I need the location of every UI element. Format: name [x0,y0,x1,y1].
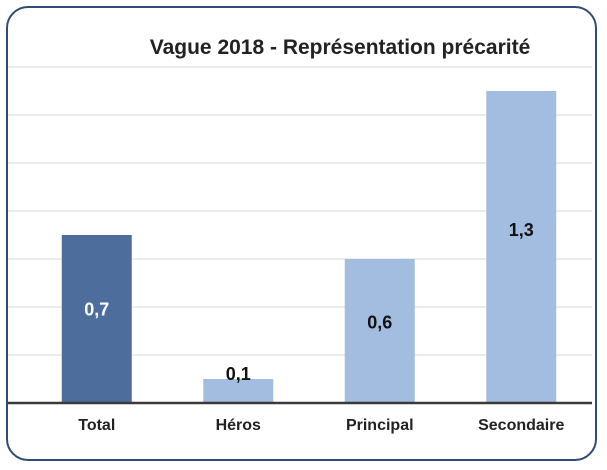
bar [344,259,415,403]
data-label: 1,3 [509,220,534,240]
x-tick-label: Héros [216,417,261,434]
chart-title: Vague 2018 - Représentation précarité [149,36,531,59]
data-label: 0,7 [84,299,109,319]
x-tick-label: Total [78,417,115,434]
bar [61,235,132,403]
x-tick-label: Principal [346,417,414,434]
bar [486,91,557,403]
data-label: 0,1 [226,364,251,384]
data-label: 0,6 [367,313,392,333]
x-tick-label: Secondaire [478,417,564,434]
bar [203,379,274,403]
